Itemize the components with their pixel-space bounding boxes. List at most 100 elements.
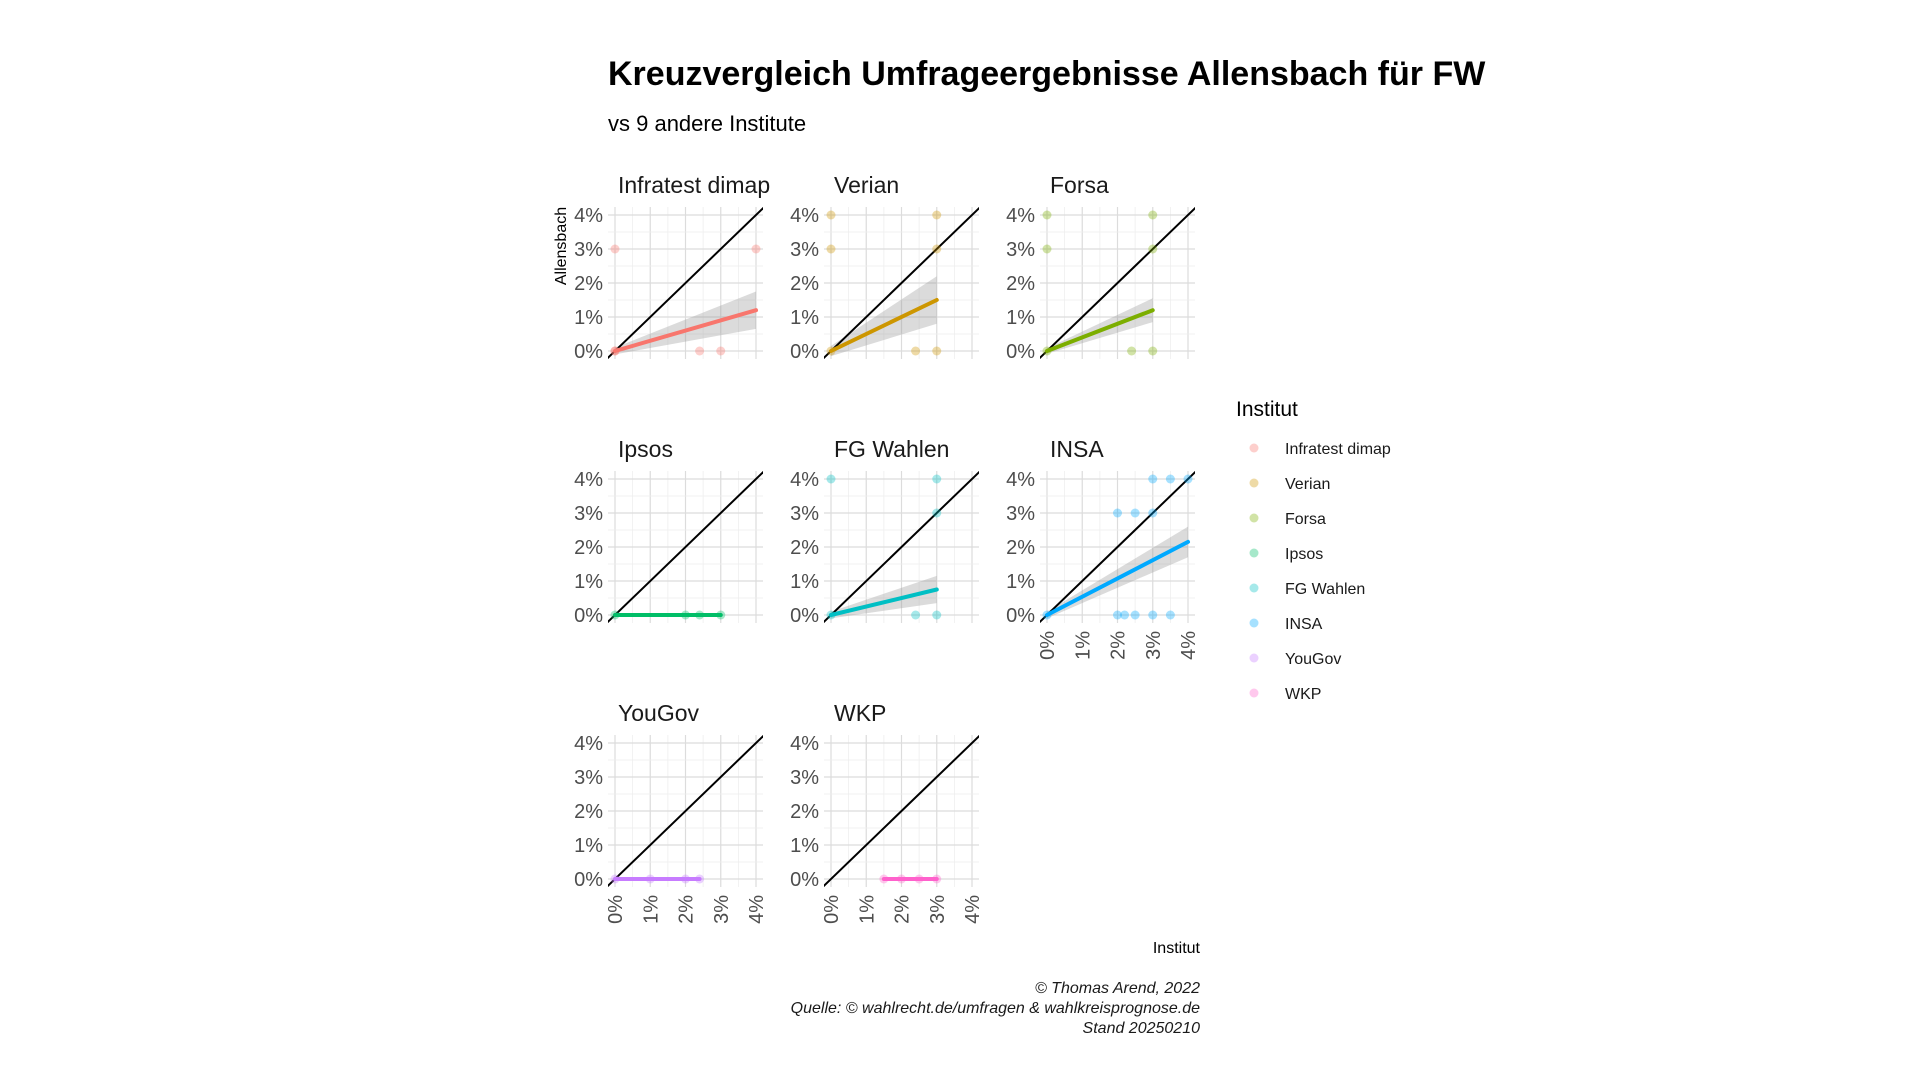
y-tick-label: 0% (574, 605, 603, 627)
legend-label: Forsa (1285, 511, 1326, 528)
y-tick-label: 4% (790, 205, 819, 227)
chart-title: Kreuzvergleich Umfrageergebnisse Allensb… (608, 55, 1486, 93)
data-point (1113, 610, 1122, 620)
data-point (911, 346, 921, 356)
legend-key (1249, 443, 1259, 453)
y-tick-label: 0% (574, 869, 603, 891)
legend-key (1249, 478, 1259, 488)
x-tick-label: 2% (892, 895, 914, 924)
facet-forsa: Forsa 0% 1% 2% 3% 4% (1006, 172, 1195, 363)
data-point (1113, 508, 1122, 518)
confidence-band (615, 291, 756, 355)
facet-verian: Verian 0% 1% 2% 3% 4% (790, 172, 979, 363)
caption-source: Quelle: © wahlrecht.de/umfragen & wahlkr… (791, 1000, 1200, 1017)
y-tick-label: 3% (574, 767, 603, 789)
data-point (716, 346, 726, 356)
data-point (932, 210, 942, 220)
y-tick-label: 0% (1006, 605, 1035, 627)
data-point (932, 474, 942, 484)
legend-item: Forsa (1249, 511, 1326, 528)
regression-line (1045, 539, 1190, 617)
legend-label: WKP (1285, 686, 1321, 703)
data-point (932, 508, 942, 518)
y-tick-label: 3% (1006, 239, 1035, 261)
x-tick-label: 3% (1143, 631, 1165, 660)
regression-line (829, 587, 939, 617)
legend-label: INSA (1285, 616, 1323, 633)
data-point (1148, 244, 1158, 254)
x-tick-label: 4% (1178, 631, 1200, 660)
y-tick-label: 4% (790, 733, 819, 755)
legend-item: FG Wahlen (1249, 581, 1365, 598)
y-tick-label: 4% (1006, 469, 1035, 491)
facet-label: WKP (834, 700, 886, 726)
regression-line (613, 308, 758, 353)
y-tick-label: 3% (790, 767, 819, 789)
legend: Institut Infratest dimap Verian Forsa Ipsos… (1236, 398, 1391, 703)
data-point (1127, 346, 1137, 356)
x-tick-label: 2% (676, 895, 698, 924)
y-tick-label: 1% (790, 835, 819, 857)
y-tick-label: 2% (574, 801, 603, 823)
legend-item: WKP (1249, 686, 1321, 703)
legend-item: YouGov (1249, 651, 1341, 668)
x-tick-label: 0% (605, 895, 627, 924)
legend-key (1249, 513, 1259, 523)
y-tick-label: 1% (790, 307, 819, 329)
legend-item: INSA (1249, 616, 1323, 633)
facet-fg-wahlen: FG Wahlen 0% 1% 2% 3% 4% (790, 436, 979, 627)
y-axis-label: Allensbach (553, 207, 570, 285)
y-tick-label: 1% (1006, 571, 1035, 593)
y-tick-label: 3% (1006, 503, 1035, 525)
y-tick-label: 1% (574, 835, 603, 857)
y-tick-label: 2% (1006, 537, 1035, 559)
y-tick-label: 0% (1006, 341, 1035, 363)
y-tick-label: 4% (574, 733, 603, 755)
data-point (695, 346, 705, 356)
caption-copyright: © Thomas Arend, 2022 (1035, 980, 1200, 997)
y-tick-label: 2% (574, 273, 603, 295)
legend-key (1249, 653, 1259, 663)
x-tick-label: 4% (746, 895, 768, 924)
y-tick-label: 0% (574, 341, 603, 363)
regression-line (1045, 308, 1155, 353)
legend-item: Ipsos (1249, 546, 1323, 563)
legend-label: YouGov (1285, 651, 1341, 668)
data-point (932, 346, 942, 356)
y-tick-label: 0% (790, 605, 819, 627)
legend-key (1249, 583, 1259, 593)
data-point (1148, 508, 1158, 518)
y-tick-label: 2% (1006, 273, 1035, 295)
x-tick-label: 2% (1108, 631, 1130, 660)
y-tick-label: 2% (790, 537, 819, 559)
y-tick-label: 1% (574, 571, 603, 593)
x-axis-label: Institut (1153, 940, 1201, 957)
legend-key (1249, 618, 1259, 628)
y-tick-label: 2% (790, 801, 819, 823)
legend-title: Institut (1236, 398, 1298, 421)
data-point (1148, 210, 1158, 220)
facet-panels: Infratest dimap 0% 1% 2% 3% 4% Verian 0% 1% 2% 3% 4… (574, 172, 1200, 924)
y-tick-label: 0% (790, 869, 819, 891)
facet-infratest-dimap: Infratest dimap 0% 1% 2% 3% 4% (574, 172, 770, 363)
y-tick-label: 4% (574, 205, 603, 227)
y-tick-label: 2% (574, 537, 603, 559)
data-point (1130, 610, 1140, 620)
data-point (610, 244, 620, 254)
data-point (1120, 610, 1130, 620)
facet-label: Verian (834, 172, 899, 198)
facet-ipsos: Ipsos 0% 1% 2% 3% 4% (574, 436, 763, 627)
facet-label: Infratest dimap (618, 172, 770, 198)
legend-key (1249, 548, 1259, 558)
x-tick-label: 4% (962, 895, 984, 924)
x-tick-label: 0% (1037, 631, 1059, 660)
legend-label: Infratest dimap (1285, 441, 1391, 458)
data-point (932, 610, 942, 620)
legend-item: Infratest dimap (1249, 441, 1391, 458)
facet-wkp: WKP 0% 1% 2% 3% 4% 0% 1% 2% 3% 4% (790, 700, 984, 924)
data-point (826, 210, 836, 220)
data-point (1042, 244, 1052, 254)
data-point (826, 244, 836, 254)
data-point (1148, 346, 1158, 356)
